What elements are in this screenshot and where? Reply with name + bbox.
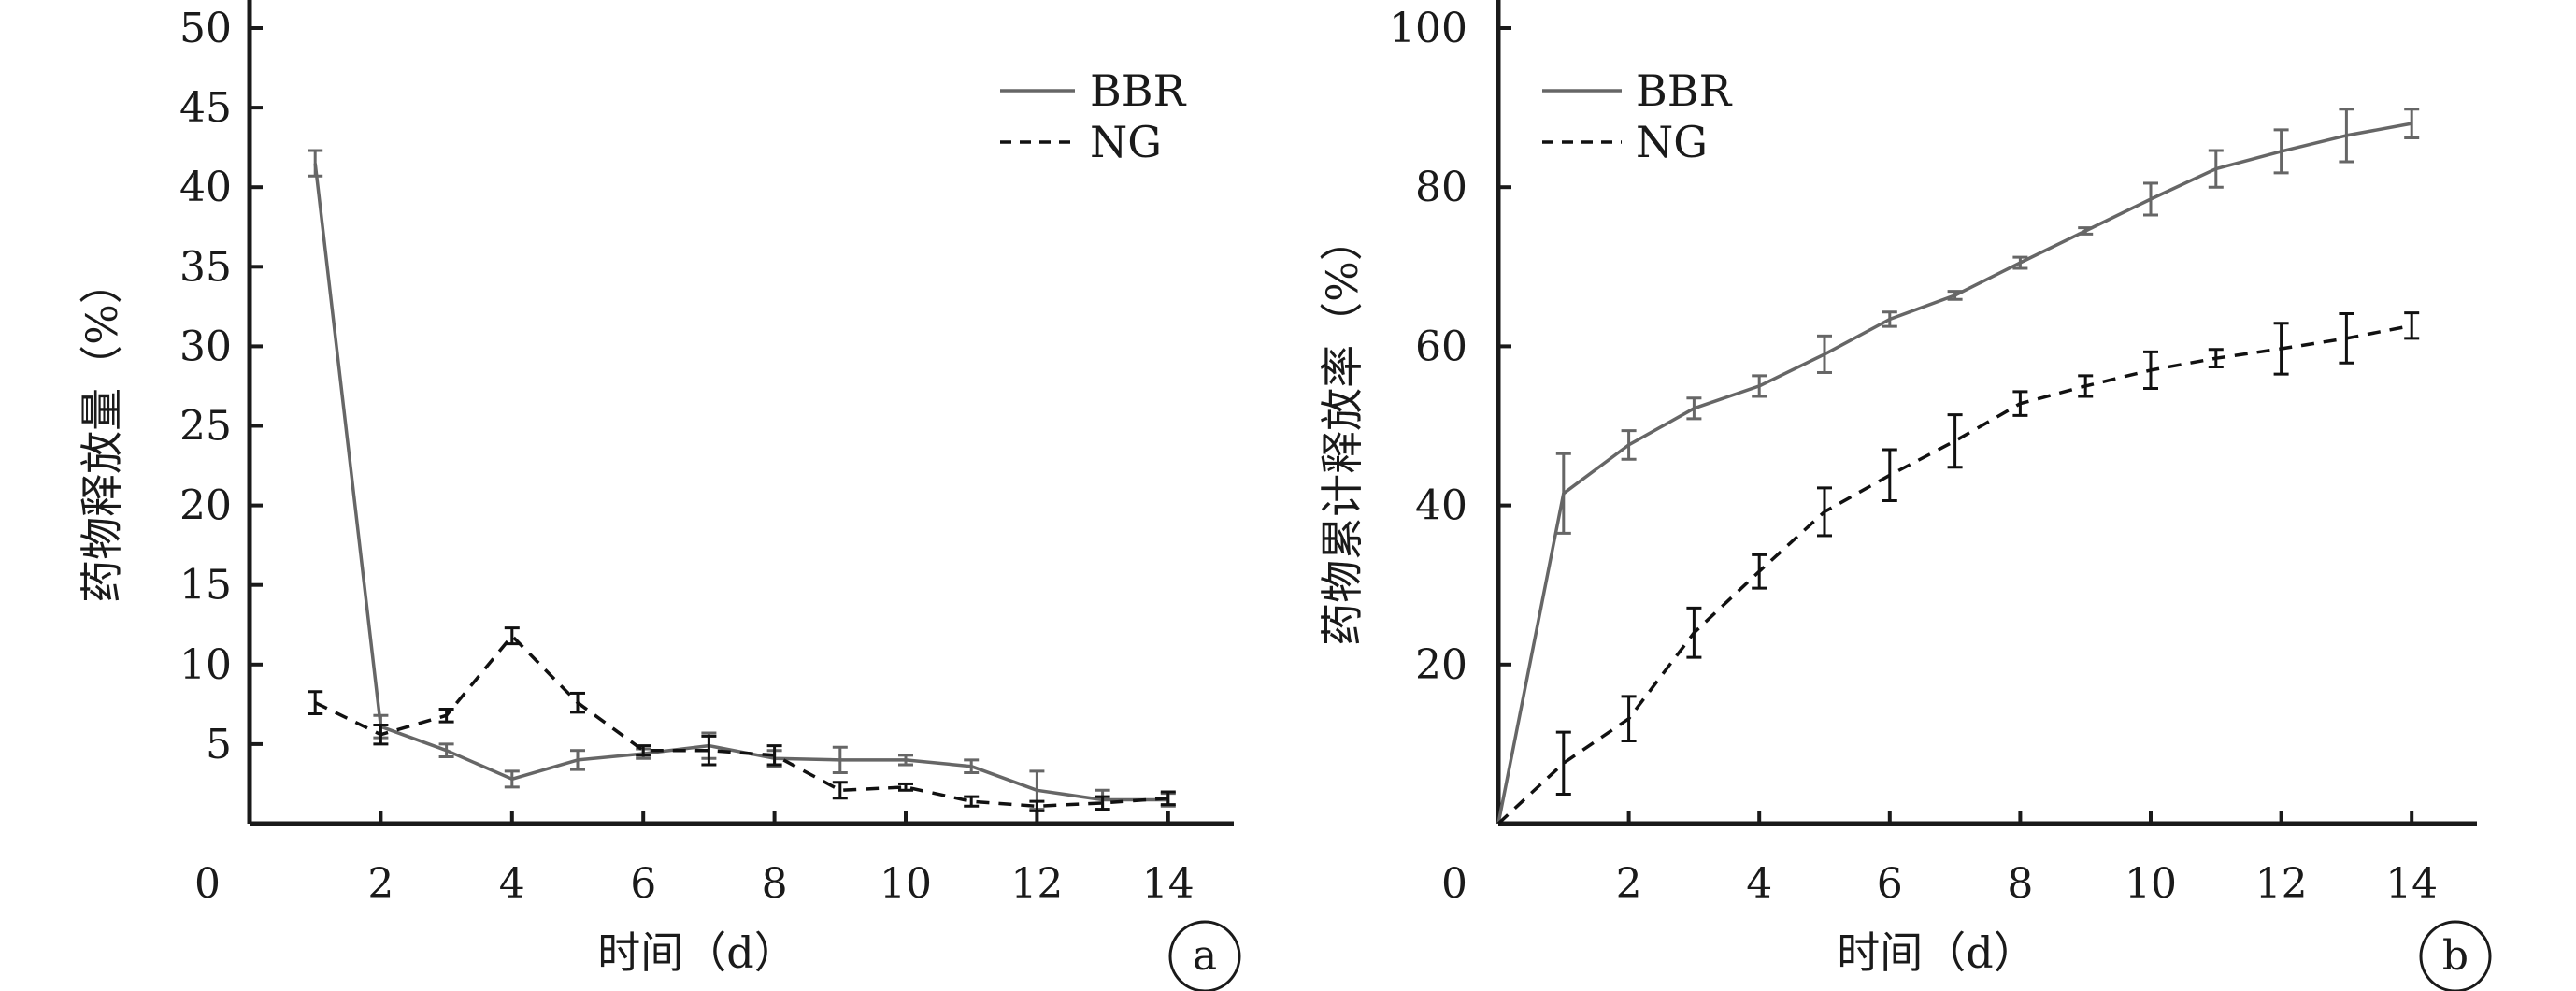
y-tick-label: 40: [179, 164, 232, 211]
x-tick-label: 4: [1746, 860, 1772, 908]
y-axis-title: 药物累计释放率（%）: [1317, 218, 1367, 646]
chart-panel-b: 20 40 60 80 100 2 4 6 8 10 12 14 0 时间（d） 药物累计释放率（%） BBR…: [1317, 0, 2492, 991]
y-tick-label: 80: [1415, 164, 1467, 211]
series-line-ng: [1496, 323, 2412, 826]
series-line-bbr: [1496, 122, 2412, 825]
y-tick-label: 60: [1415, 323, 1467, 370]
series-bbr: [1496, 108, 2420, 825]
x-tick-label: 4: [499, 860, 525, 908]
y-tick-label: 45: [179, 84, 232, 132]
x-tick-label: 14: [2385, 860, 2438, 908]
x-tick-label: 12: [1010, 860, 1063, 908]
x-tick-label: 14: [1142, 860, 1195, 908]
x-tick-label: 8: [762, 860, 788, 908]
x-tick-label: 2: [367, 860, 394, 908]
series-ng: [308, 626, 1176, 812]
panel-label: b: [2442, 932, 2469, 980]
y-tick-label: 50: [179, 5, 232, 52]
series-line-bbr: [313, 163, 1168, 802]
chart-panel-a: 5 10 15 20 25 30 35 40 45 50 2 4 6 8 10 12 14 0 时间（d） 药物释放量…: [77, 0, 1241, 991]
panel-label: a: [1193, 932, 1217, 980]
y-axis-title: 药物释放量（%）: [77, 261, 127, 603]
y-tick-label: 40: [1415, 482, 1467, 530]
x-tick-label: 10: [2125, 860, 2177, 908]
origin-label: 0: [1441, 860, 1467, 908]
legend-label-ng: NG: [1090, 117, 1162, 167]
y-tick-label: 25: [179, 403, 232, 451]
x-tick-label: 6: [1877, 860, 1903, 908]
y-tick-label: 15: [179, 562, 232, 610]
y-tick-label: 10: [179, 641, 232, 689]
y-tick-label: 5: [206, 721, 232, 768]
series-line-ng: [314, 634, 1168, 809]
y-tick-label: 20: [179, 482, 232, 530]
x-axis-title: 时间（d）: [1837, 927, 2036, 978]
y-tick-label: 35: [179, 243, 232, 291]
series-bbr: [308, 149, 1176, 811]
x-tick-label: 6: [630, 860, 656, 908]
legend-label-ng: NG: [1636, 117, 1708, 167]
origin-label: 0: [194, 860, 221, 908]
x-tick-label: 2: [1616, 860, 1642, 908]
y-tick-label: 30: [179, 323, 232, 370]
x-tick-label: 12: [2255, 860, 2308, 908]
y-tick-label: 20: [1415, 641, 1467, 689]
series-ng: [1496, 311, 2420, 826]
x-axis-title: 时间（d）: [597, 927, 796, 978]
x-tick-label: 10: [880, 860, 932, 908]
panel-badge-circle: [2419, 920, 2492, 991]
panel-badge-circle: [1168, 920, 1241, 991]
y-tick-label: 100: [1389, 5, 1467, 52]
x-tick-label: 8: [2007, 860, 2033, 908]
legend-label-bbr: BBR: [1090, 65, 1187, 116]
legend-label-bbr: BBR: [1636, 65, 1733, 116]
